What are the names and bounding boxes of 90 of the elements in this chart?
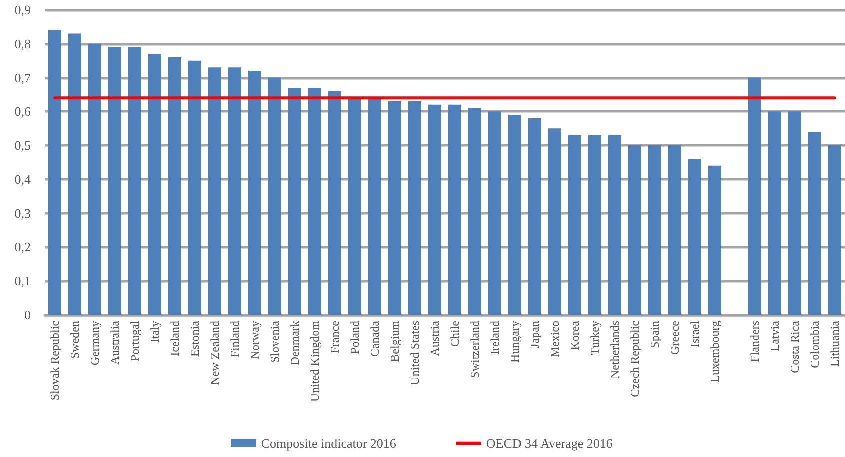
x-tick-label: Luxembourg [708,321,722,383]
bar [528,118,542,315]
bar [388,102,402,315]
y-tick-label: 0,8 [14,36,31,52]
x-tick-label: Hungary [508,321,522,363]
y-tick-label: 0,1 [14,274,31,289]
bar [168,57,182,315]
y-tick-label: 0,5 [14,138,31,154]
x-tick-label: Turkey [588,321,602,356]
x-tick-label: Slovak Republic [48,321,62,401]
x-tick-label: Switzerland [468,321,482,378]
y-tick-label: 0,6 [14,104,32,120]
x-tick-label: Costa Rica [788,320,802,374]
x-tick-label: Estonia [188,320,202,357]
bar [628,146,642,315]
bar [708,166,722,315]
x-tick-label: Portugal [128,320,142,362]
bar [348,98,362,315]
bar [428,104,442,315]
bar [588,135,602,315]
bar [268,78,282,315]
y-tick-label: 0,9 [14,2,31,18]
x-tick-label: Australia [108,320,122,365]
x-tick-label: Iceland [168,321,182,356]
x-tick-label: New Zealand [208,321,222,386]
y-tick-label: 0 [24,308,31,322]
bar [688,159,702,315]
bar [248,71,262,315]
bar [568,135,582,315]
bar [128,47,142,315]
bar [668,146,682,315]
bar [368,98,382,315]
x-tick-label: Slovenia [268,320,282,363]
y-tick-label: 0,7 [14,70,32,86]
x-tick-label: Belgium [388,320,402,362]
bar [828,146,842,315]
x-tick-label: United Kingdom [308,320,322,402]
bar [308,88,322,315]
bar [548,128,562,315]
x-tick-label: Flanders [748,320,762,362]
bar [448,104,462,315]
x-tick-label: Austria [428,320,442,356]
bar [68,34,82,315]
bar [608,135,622,315]
bar [188,60,202,315]
x-tick-label: Italy [148,321,162,343]
y-tick-label: 0,3 [14,206,31,221]
x-tick-label: Denmark [288,321,302,366]
x-tick-label: Lithuania [828,320,842,367]
bar [468,108,482,315]
bar [288,88,302,315]
x-tick-label: Israel [688,320,702,348]
legend-label: Composite indicator 2016 [261,436,397,451]
bar [508,115,522,315]
x-tick-label: France [328,321,342,354]
x-tick-label: Colombia [808,320,822,368]
x-tick-label: United States [408,320,422,386]
legend-label: OECD 34 Average 2016 [486,436,614,451]
y-tick-label: 0,2 [14,240,31,255]
bar [328,91,342,315]
x-tick-label: Sweden [68,321,82,359]
x-tick-label: Czech Republic [628,321,642,398]
bar [808,132,822,315]
x-tick-label: Netherlands [608,320,622,379]
bar [788,112,802,315]
x-tick-label: Germany [88,321,102,366]
x-tick-label: Japan [528,321,542,348]
bar [408,102,422,315]
bar [748,78,762,315]
bar [48,30,62,315]
y-tick-label: 0,4 [14,172,32,187]
bar [228,68,242,315]
x-tick-label: Chile [448,321,462,347]
bar [108,47,122,315]
x-tick-label: Canada [368,320,382,357]
bar [88,44,102,315]
x-tick-label: Korea [568,320,582,350]
x-tick-label: Greece [668,321,682,355]
bar [648,146,662,315]
bar [488,112,502,315]
x-tick-label: Mexico [548,321,562,358]
x-tick-label: Finland [228,321,242,358]
x-tick-label: Poland [348,321,362,354]
bar [208,68,222,315]
x-tick-label: Norway [248,321,262,360]
bar [148,54,162,315]
bar [768,112,782,315]
x-tick-label: Ireland [488,321,502,355]
x-tick-label: Spain [648,321,662,348]
x-tick-label: Latvia [768,320,782,352]
